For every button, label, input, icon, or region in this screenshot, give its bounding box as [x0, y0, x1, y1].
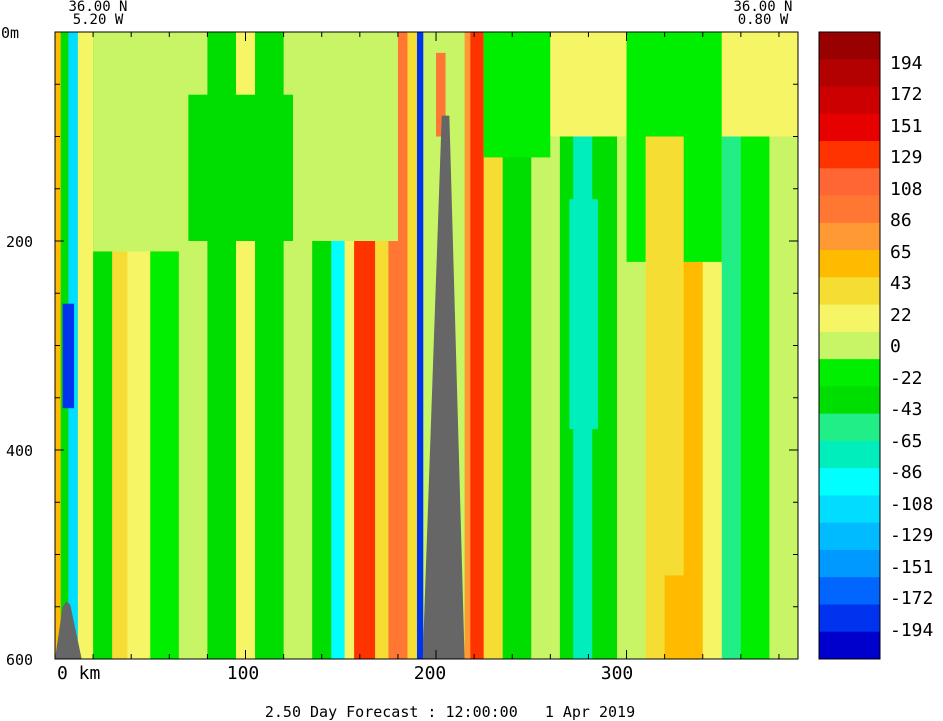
colorbar-label: -108 [890, 494, 933, 515]
seabed-polygon [422, 115, 465, 659]
colorbar-swatch [819, 386, 880, 415]
colorbar-label: -172 [890, 588, 933, 609]
field-column [470, 32, 485, 659]
colorbar-label: -43 [890, 399, 923, 420]
field-patch [483, 32, 551, 158]
colorbar-label: 0 [890, 336, 901, 357]
field-column [77, 32, 94, 659]
colorbar-frame [818, 31, 881, 660]
colorbar-swatch [819, 168, 880, 197]
colorbar-swatch [819, 141, 880, 169]
x-tick-label: 300 [601, 663, 634, 684]
field-patch [93, 32, 189, 252]
colorbar-label: -86 [890, 462, 923, 483]
left-coord-lon: 5.20 W [73, 12, 124, 28]
colorbar-swatch [819, 222, 880, 251]
colorbar-label: 151 [890, 116, 923, 137]
field-column [344, 32, 355, 659]
field-patch [188, 94, 294, 241]
colorbar-label: 86 [890, 210, 912, 231]
field-column [483, 32, 504, 659]
colorbar-label: 194 [890, 53, 923, 74]
y-tick-label: 200 [6, 233, 33, 251]
field-patch [436, 52, 446, 137]
colorbar-label: -129 [890, 525, 933, 546]
left-coord-lat: 36.00 N [68, 0, 127, 15]
colorbar-label: 172 [890, 84, 923, 105]
colorbar-swatch [819, 468, 880, 496]
x-tick-label: 0 km [57, 663, 100, 684]
colorbar-label: -194 [890, 620, 933, 641]
colorbar-swatch [819, 440, 880, 469]
colorbar-label: -65 [890, 431, 923, 452]
colorbar-swatch [819, 32, 880, 60]
field-column [416, 32, 424, 659]
field-patch [550, 32, 627, 137]
axis-ticks [54, 31, 798, 660]
colorbar-labels: 194 172 151 129 108 86 65 43 22 0 -22 -4… [890, 53, 933, 641]
colorbar-swatch [819, 413, 880, 442]
colorbar-swatch [819, 250, 880, 278]
colorbar-label: -151 [890, 557, 933, 578]
colorbar-label: 22 [890, 305, 912, 326]
colorbar [818, 31, 881, 660]
field-patch [569, 199, 598, 430]
x-tick-label: 100 [227, 663, 260, 684]
colorbar-label: 43 [890, 273, 912, 294]
colorbar-swatch [819, 331, 880, 360]
field-patch [645, 136, 684, 659]
colorbar-swatch [819, 359, 880, 387]
colorbar-label: 65 [890, 242, 912, 263]
field-patch [721, 32, 798, 137]
field-patch [293, 32, 398, 241]
field-column [464, 32, 471, 659]
colorbar-swatch [819, 59, 880, 88]
colorbar-swatch [819, 304, 880, 333]
seabed-polygon [55, 601, 82, 659]
seabed-terrain [55, 115, 465, 659]
colorbar-swatch [819, 195, 880, 224]
heatmap-field [55, 32, 798, 659]
colorbar-label: 129 [890, 147, 923, 168]
colorbar-swatch [819, 495, 880, 524]
field-patch [62, 303, 75, 409]
y-top-label: 0m [1, 24, 19, 42]
right-coord-lat: 36.00 N [733, 0, 792, 15]
x-tick-label: 200 [414, 663, 447, 684]
right-coord-lon: 0.80 W [738, 12, 789, 28]
colorbar-swatch [819, 522, 880, 551]
colorbar-swatch [819, 631, 880, 660]
field-column [559, 32, 574, 659]
colorbar-swatch [819, 604, 880, 633]
colorbar-label: 108 [890, 179, 923, 200]
colorbar-swatch [819, 113, 880, 142]
y-tick-label: 400 [6, 442, 33, 460]
colorbar-swatch [819, 549, 880, 578]
field-column [407, 32, 418, 659]
colorbar-label: -22 [890, 368, 923, 389]
field-column [721, 32, 742, 659]
y-tick-label: 600 [6, 651, 33, 669]
colorbar-swatch [819, 577, 880, 605]
colorbar-swatch [819, 86, 880, 115]
forecast-footer: 2.50 Day Forecast : 12:00:00 1 Apr 2019 [265, 703, 635, 721]
field-patch [664, 575, 694, 659]
colorbar-swatch [819, 277, 880, 306]
